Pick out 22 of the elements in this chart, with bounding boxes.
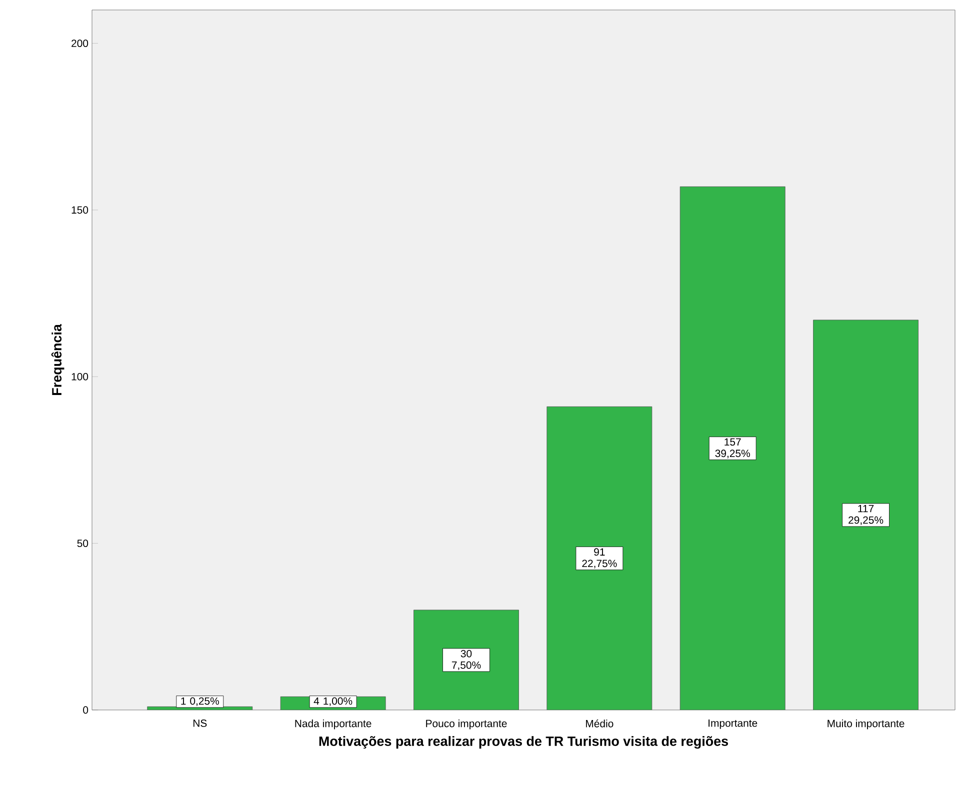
- x-tick-label: Nada importante: [295, 720, 372, 730]
- x-tick-label: NS: [193, 720, 207, 727]
- y-tick-label: 50: [77, 540, 88, 548]
- data-label: 117 29,25%: [848, 505, 884, 525]
- x-tick-label: Muito importante: [828, 720, 904, 730]
- bar: [680, 186, 786, 710]
- data-label: 1 0,25%: [181, 697, 219, 706]
- x-tick-label: Importante: [708, 720, 758, 729]
- data-label: 30 7,50%: [452, 650, 481, 670]
- bar: [813, 320, 918, 710]
- data-label: 91 22,75%: [582, 548, 617, 568]
- y-tick-label: 0: [83, 706, 88, 714]
- data-label: 4 1,00%: [314, 697, 352, 706]
- x-tick-label: Pouco importante: [426, 720, 507, 730]
- y-tick-label: 200: [72, 40, 88, 48]
- y-tick-label: 150: [72, 206, 88, 214]
- y-tick-label: 100: [72, 372, 88, 380]
- x-axis-title: Motivações para realizar provas de TR Turismo visita de regiões: [319, 736, 728, 749]
- y-axis-title: Frequência: [51, 324, 64, 395]
- x-tick-label: Médio: [586, 720, 614, 728]
- data-label: 157 39,25%: [715, 438, 750, 458]
- bar: [546, 406, 652, 710]
